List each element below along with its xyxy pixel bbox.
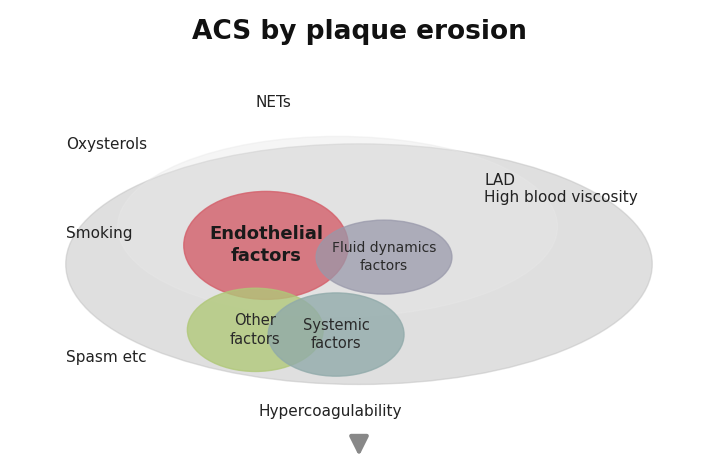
Text: NETs: NETs <box>256 95 292 110</box>
Ellipse shape <box>118 136 557 317</box>
Ellipse shape <box>187 288 323 371</box>
Text: Spasm etc: Spasm etc <box>66 351 146 365</box>
Text: Other
factors: Other factors <box>230 313 281 346</box>
Text: LAD
High blood viscosity: LAD High blood viscosity <box>484 173 638 205</box>
Text: ACS by plaque erosion: ACS by plaque erosion <box>192 19 526 45</box>
Text: Endothelial
factors: Endothelial factors <box>209 225 323 265</box>
Text: Smoking: Smoking <box>66 226 132 241</box>
Ellipse shape <box>184 192 348 299</box>
Ellipse shape <box>66 144 652 385</box>
Text: Fluid dynamics
factors: Fluid dynamics factors <box>332 242 437 273</box>
Ellipse shape <box>316 220 452 294</box>
Text: Oxysterols: Oxysterols <box>66 137 147 152</box>
Ellipse shape <box>268 293 404 376</box>
Text: Hypercoagulability: Hypercoagulability <box>259 405 402 420</box>
Text: Systemic
factors: Systemic factors <box>303 318 370 351</box>
